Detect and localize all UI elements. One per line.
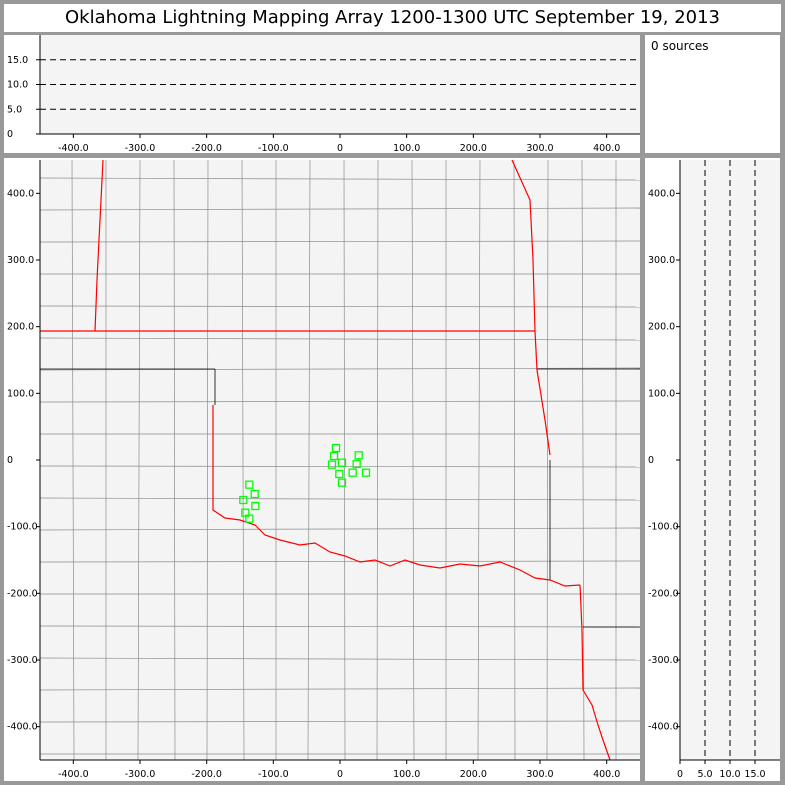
side-y-tick-label: -100.0 [648,522,679,533]
lma-station-marker [361,468,371,477]
side-y-tick-label: -200.0 [648,588,679,599]
county-boundary [39,337,641,341]
map-y-tick-label: 400.0 [7,188,34,199]
state-border [511,159,551,456]
side-x-tick-label: 10.0 [719,769,740,780]
map-y-tick-label: 300.0 [7,255,34,266]
map-y-tick-label: -100.0 [7,522,38,533]
lma-station-marker [331,443,341,453]
county-boundary [173,159,176,761]
county-boundary [241,159,245,761]
top-x-tick-label: -200.0 [191,143,222,154]
top-x-tick-label: 100.0 [393,143,420,154]
lma-station-marker [245,514,254,523]
lma-station-marker [337,478,347,487]
map-x-tick-label: 300.0 [526,769,553,780]
side-y-tick-label: 300.0 [648,255,675,266]
state-border [579,584,611,761]
side-y-tick-label: 400.0 [648,188,675,199]
map-y-tick-label: 100.0 [7,388,34,399]
side-x-tick-label: 15.0 [744,769,765,780]
lma-station-marker [335,469,344,479]
top-x-tick-label: 300.0 [526,143,553,154]
lma-station-marker [239,495,248,505]
county-boundary [39,400,641,403]
map-x-tick-label: 0 [337,769,343,780]
county-boundary [137,159,141,761]
county-boundary [513,159,516,761]
county-boundary [39,687,641,691]
top-x-tick-label: -100.0 [258,143,289,154]
county-boundary [376,159,379,761]
side-x-tick-label: 0 [677,769,683,780]
top-y-tick-label: 0 [7,129,13,140]
map-y-tick-label: 200.0 [7,322,34,333]
county-boundary [307,159,311,761]
lma-station-marker [250,489,259,499]
lma-station-marker [245,480,254,489]
map-y-tick-label: -400.0 [7,722,38,733]
map-y-tick-label: 0 [7,455,13,466]
side-x-tick-label: 5.0 [697,769,712,780]
map-x-tick-label: -200.0 [191,769,222,780]
county-boundary [39,497,641,501]
top-x-tick-label: -300.0 [125,143,156,154]
county-boundary [39,625,641,628]
map-x-tick-label: 200.0 [460,769,487,780]
page-title: Oklahoma Lightning Mapping Array 1200-13… [4,4,781,32]
lma-station-marker [251,501,260,511]
top-y-tick-label: 5.0 [7,104,22,115]
side-y-tick-label: -400.0 [648,722,679,733]
lma-station-marker [337,458,347,467]
county-boundary [39,240,641,243]
lma-station-marker [352,459,361,469]
map-x-tick-label: 100.0 [393,769,420,780]
map-x-tick-label: -300.0 [125,769,156,780]
county-boundary [39,207,641,211]
county-boundary [206,159,209,761]
county-boundary [39,527,641,531]
county-boundary [39,177,641,181]
top-x-tick-label: 400.0 [593,143,620,154]
lma-station-marker [348,468,357,477]
side-y-tick-label: -300.0 [648,655,679,666]
county-boundary [39,367,641,371]
lma-station-marker [327,460,337,469]
county-boundary [39,657,641,661]
map-x-tick-label: -100.0 [258,769,289,780]
top-y-tick-label: 10.0 [7,80,28,91]
county-boundary [39,305,641,308]
county-boundary [411,159,415,761]
state-border [94,159,104,332]
top-x-tick-label: 200.0 [460,143,487,154]
sources-count: 0 sources [645,35,780,153]
side-y-tick-label: 0 [648,455,654,466]
map-x-tick-label: -400.0 [58,769,89,780]
map-y-tick-label: -300.0 [7,655,38,666]
map-y-tick-label: -200.0 [7,588,38,599]
lma-station-marker [354,451,363,460]
county-boundary [39,560,641,563]
state-border [212,405,581,587]
county-boundary [477,159,481,761]
top-x-tick-label: -400.0 [58,143,89,154]
county-boundary [343,159,346,761]
top-x-tick-label: 0 [337,143,343,154]
county-boundary [39,720,641,723]
side-y-tick-label: 200.0 [648,322,675,333]
side-y-tick-label: 100.0 [648,388,675,399]
county-boundary [71,159,75,761]
lma-station-marker [329,451,339,461]
map-x-tick-label: 400.0 [593,769,620,780]
top-y-tick-label: 15.0 [7,55,28,66]
